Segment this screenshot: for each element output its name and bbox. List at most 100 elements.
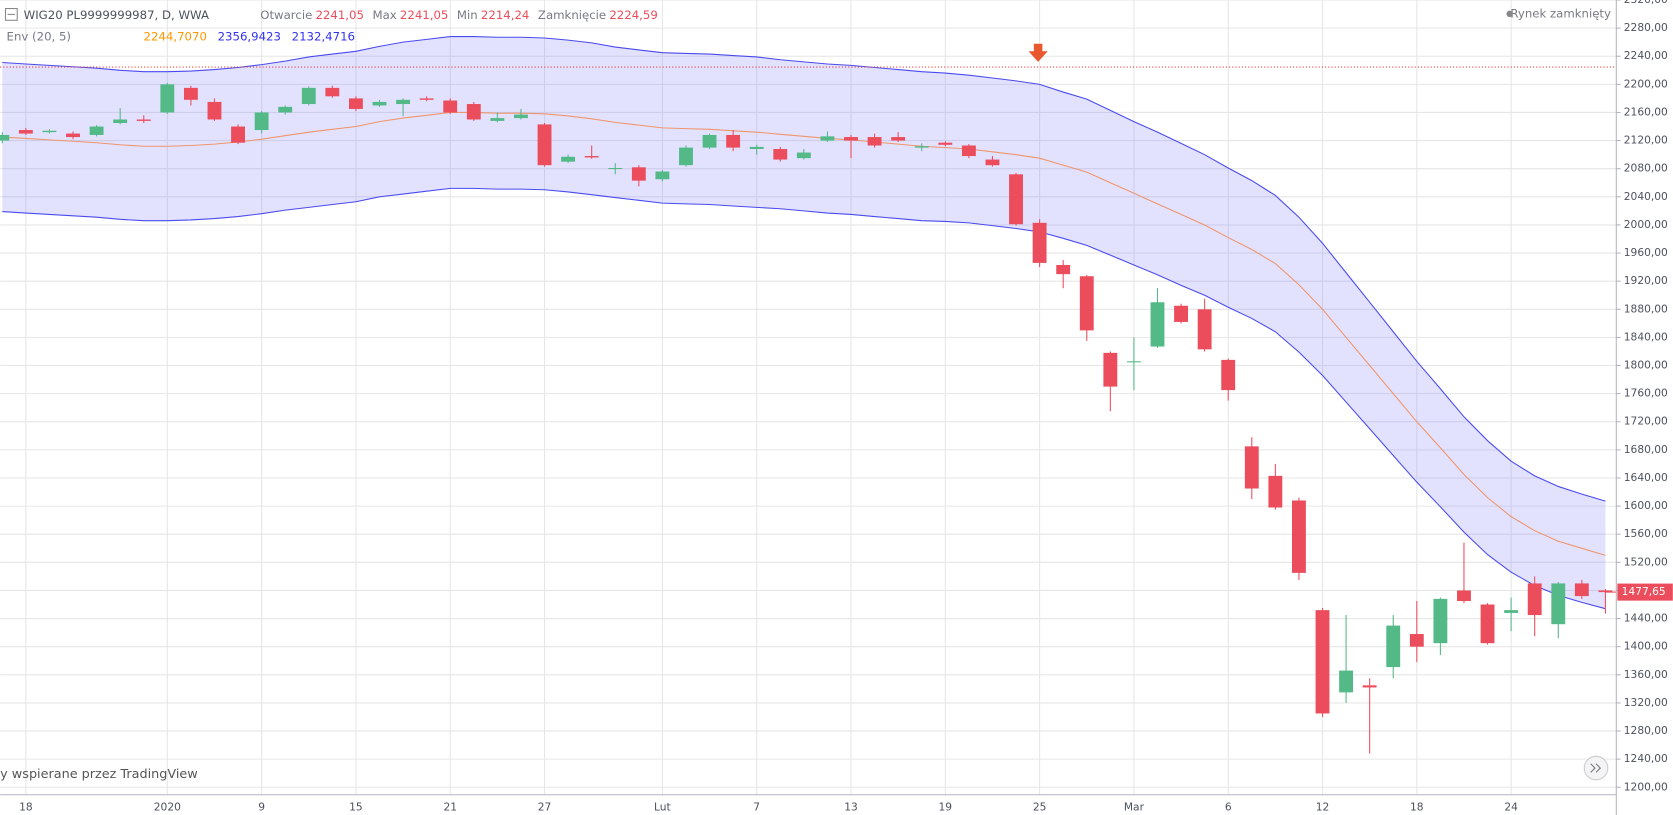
x-tick-label: 24 <box>1504 801 1518 814</box>
y-tick-label: 2200,00 <box>1624 77 1668 90</box>
candle-body <box>514 114 528 119</box>
candle-body <box>1032 222 1047 263</box>
candle-body <box>1150 302 1165 347</box>
candle-body <box>1598 590 1613 593</box>
x-tick-label: 18 <box>1410 801 1424 814</box>
candle-body <box>1315 610 1330 714</box>
y-tick-label: 1360,00 <box>1624 668 1668 681</box>
field-label: Zamknięcie <box>538 7 606 21</box>
candle-body <box>1504 610 1519 613</box>
x-tick-label: 19 <box>939 801 953 814</box>
candle-body <box>1221 359 1236 391</box>
candle-body <box>136 119 151 121</box>
candle-body <box>1079 276 1094 331</box>
candle-body <box>867 137 882 146</box>
candle-body <box>1433 598 1448 644</box>
x-tick-label: 27 <box>538 801 552 814</box>
y-tick-label: 2000,00 <box>1624 218 1668 231</box>
x-tick-label: 25 <box>1033 801 1047 814</box>
y-tick-label: 2040,00 <box>1624 190 1668 203</box>
envelope-basis <box>2 111 1606 556</box>
candle-body <box>466 104 481 120</box>
candle-body <box>396 99 411 105</box>
candle-body <box>1244 446 1259 489</box>
candle-body <box>207 101 222 120</box>
scroll-icon <box>1590 763 1602 773</box>
candle-body <box>749 146 764 150</box>
candle-body <box>372 101 387 106</box>
candle-body <box>1103 352 1118 387</box>
candle-body <box>42 130 57 133</box>
field-label: Otwarcie <box>260 7 312 21</box>
candle-body <box>1527 583 1542 616</box>
field-value: 2214,24 <box>481 7 529 21</box>
collapse-icon[interactable] <box>4 8 18 21</box>
x-tick-label: Lut <box>654 801 671 814</box>
y-tick-label: 1760,00 <box>1624 387 1668 400</box>
y-tick-label: 2120,00 <box>1624 134 1668 147</box>
y-tick-label: 2080,00 <box>1624 162 1668 175</box>
x-tick-label: 13 <box>844 801 858 814</box>
y-tick-label: 1320,00 <box>1624 696 1668 709</box>
candle-body <box>961 145 976 157</box>
candle-body <box>938 142 953 145</box>
candle-body <box>584 156 599 158</box>
envelope-fill <box>2 36 1606 609</box>
x-tick-label: 7 <box>753 801 760 814</box>
y-tick-label: 1680,00 <box>1624 443 1668 456</box>
candle-body <box>0 134 10 141</box>
candle-body <box>1457 590 1471 601</box>
candle-body <box>537 124 552 166</box>
candle-body <box>301 87 316 105</box>
y-tick-label: 1440,00 <box>1624 612 1668 625</box>
candle-body <box>796 152 811 159</box>
candle-body <box>1056 264 1071 275</box>
candle-body <box>1268 475 1283 508</box>
candle-body <box>773 149 788 160</box>
candle-body <box>820 136 835 141</box>
candle-body <box>844 137 858 141</box>
y-tick-label: 1200,00 <box>1624 780 1668 793</box>
candle-body <box>891 137 906 141</box>
candle-body <box>66 133 80 138</box>
candle-body <box>1009 174 1023 225</box>
field-label: Min <box>457 7 478 21</box>
x-tick-label: 18 <box>19 801 33 814</box>
y-tick-label: 2280,00 <box>1624 21 1668 34</box>
y-tick-label: 1920,00 <box>1624 274 1668 287</box>
symbol: WIG20 PL9999999987, D, WWA <box>24 7 209 21</box>
status-dot <box>1506 10 1513 18</box>
legend-row: Env (20, 5) 2244,7070 2356,9423 2132,4716 <box>7 29 355 43</box>
last-price-box <box>1617 583 1673 601</box>
candle-body <box>419 98 434 100</box>
candle-body <box>726 134 741 148</box>
field-label: Max <box>372 7 396 21</box>
y-tick-label: 1400,00 <box>1624 640 1668 653</box>
x-tick-label: 15 <box>349 801 363 814</box>
candle-body <box>348 98 363 109</box>
candle-body <box>113 119 128 124</box>
indicator-value: 2132,4716 <box>292 29 355 43</box>
candle-body <box>254 112 269 131</box>
x-tick-label: 2020 <box>154 801 181 814</box>
header: WIG20 PL9999999987, D, WWA Otwarcie 2241,0… <box>7 7 658 42</box>
y-tick-label: 1280,00 <box>1624 724 1668 737</box>
x-tick-label: Mar <box>1124 801 1145 814</box>
candle-body <box>443 100 458 113</box>
candle-body <box>561 156 576 162</box>
candle-body <box>490 118 505 121</box>
field-value: 2241,05 <box>400 7 448 21</box>
candle-body <box>631 167 646 181</box>
x-tick-label: 12 <box>1316 801 1330 814</box>
candles <box>0 82 1613 754</box>
x-tick-label: 9 <box>258 801 265 814</box>
indicator-value: 2244,7070 <box>144 29 207 43</box>
y-tick-label: 1520,00 <box>1624 555 1668 568</box>
scroll-button[interactable] <box>1583 755 1609 781</box>
candle-body <box>914 146 929 148</box>
candle-body <box>1386 625 1401 668</box>
y-tick-label: 1640,00 <box>1624 471 1668 484</box>
